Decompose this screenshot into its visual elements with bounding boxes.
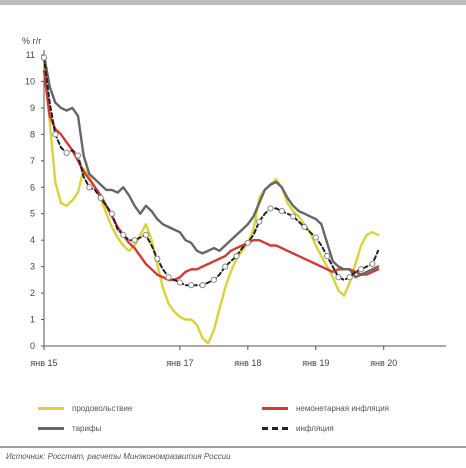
legend-label-nonmonetary: немонетарная инфляция [296, 404, 389, 413]
series-point [323, 252, 331, 260]
legend-label-food: продовольствие [72, 404, 133, 413]
series-point [210, 276, 217, 283]
legend-item-inflation: инфляция [262, 424, 334, 433]
series-point [369, 260, 376, 268]
y-tick-label: 11 [26, 50, 35, 60]
series-point [120, 231, 127, 238]
series-point [290, 213, 297, 220]
y-tick-label: 2 [30, 288, 35, 298]
series-layer [40, 53, 380, 345]
series-point [346, 274, 353, 281]
x-tick-label: янв 20 [370, 358, 397, 368]
legend-swatch-nonmonetary [262, 407, 288, 410]
series-point [52, 131, 59, 138]
series-point [97, 194, 104, 201]
series-point [233, 252, 240, 260]
legend: продовольствие немонетарная инфляция тар… [0, 396, 466, 440]
series-point [176, 279, 183, 286]
y-tick-label: 0 [30, 341, 35, 351]
series-point [244, 239, 251, 246]
series-point [256, 218, 263, 225]
series-line-1 [42, 69, 380, 282]
legend-swatch-inflation [262, 427, 288, 430]
series-point [40, 54, 48, 61]
series-point [301, 223, 308, 231]
y-tick-label: 7 [30, 156, 35, 166]
tick-labels: % г/г 0 1 2 3 4 5 6 7 8 9 10 11 янв 15 янв 17 янв 18 янв… [22, 36, 397, 368]
y-tick-label: 3 [30, 262, 35, 272]
series-point [165, 274, 172, 281]
x-tick-label: янв 18 [234, 358, 261, 368]
legend-swatch-food [38, 407, 64, 410]
y-tick-label: 8 [30, 129, 35, 139]
series-point [131, 237, 138, 244]
series-point [267, 205, 274, 212]
top-rule [0, 0, 466, 5]
series-point [222, 263, 229, 270]
legend-item-nonmonetary: немонетарная инфляция [262, 404, 389, 413]
series-point [63, 149, 70, 156]
y-tick-label: 9 [30, 103, 35, 113]
series-point [357, 266, 365, 273]
series-line-2 [42, 53, 380, 279]
x-tick-label: янв 19 [302, 358, 329, 368]
bottom-rule [0, 446, 466, 448]
series-point [199, 282, 206, 289]
x-tick-label: янв 17 [166, 358, 193, 368]
source-note: Источник: Росстат, расчеты Минэкономразв… [6, 452, 231, 461]
series-point [188, 282, 195, 289]
legend-label-inflation: инфляция [296, 424, 334, 433]
y-tick-label: 1 [30, 315, 35, 325]
series-point [154, 255, 161, 262]
series-line-0 [42, 67, 380, 345]
series-point [86, 184, 93, 191]
series-point [335, 274, 342, 281]
series-point [312, 234, 319, 241]
y-tick-label: 6 [30, 182, 35, 192]
legend-swatch-tariffs [38, 427, 64, 430]
legend-item-food: продовольствие [38, 404, 132, 413]
series-point [74, 152, 82, 159]
legend-label-tariffs: тарифы [72, 424, 102, 433]
series-point [108, 210, 116, 217]
y-tick-label: 10 [25, 76, 35, 86]
y-tick-label: 4 [30, 235, 35, 245]
legend-item-tariffs: тарифы [38, 424, 101, 433]
series-point [278, 207, 285, 215]
series-point [142, 231, 150, 238]
series-line-3 [43, 56, 380, 287]
inflation-line-chart: % г/г 0 1 2 3 4 5 6 7 8 9 10 11 янв 15 янв 17 янв 18 янв… [22, 36, 446, 368]
y-tick-label: 5 [30, 209, 35, 219]
x-tick-label: янв 15 [30, 358, 57, 368]
y-axis-label: % г/г [22, 36, 42, 46]
